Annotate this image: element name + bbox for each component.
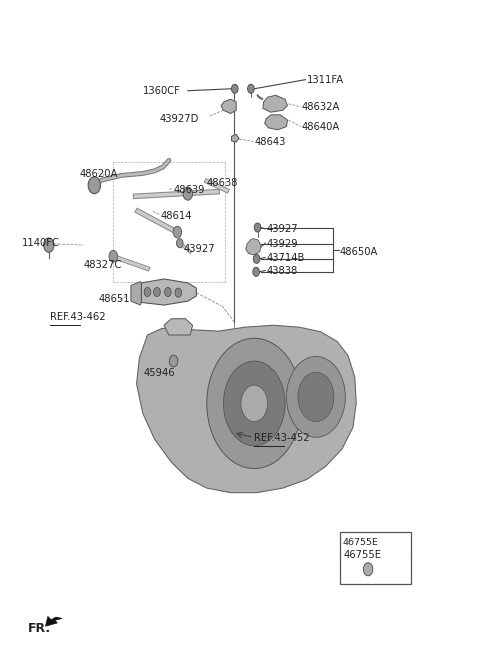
Circle shape <box>44 238 54 252</box>
Circle shape <box>144 288 151 296</box>
Circle shape <box>183 187 192 200</box>
Text: 43927: 43927 <box>266 225 298 235</box>
Text: 48632A: 48632A <box>301 102 340 112</box>
Text: 48640A: 48640A <box>301 122 340 131</box>
Text: 43927: 43927 <box>184 244 216 254</box>
Circle shape <box>231 84 238 93</box>
Circle shape <box>169 355 178 367</box>
Circle shape <box>287 357 345 438</box>
Circle shape <box>253 267 260 277</box>
Circle shape <box>241 385 267 422</box>
Text: 43838: 43838 <box>266 266 297 276</box>
Text: 48620A: 48620A <box>80 169 118 179</box>
Polygon shape <box>141 279 196 305</box>
Text: 48638: 48638 <box>207 177 238 188</box>
Circle shape <box>175 288 181 297</box>
Circle shape <box>109 250 118 262</box>
Text: 1140FC: 1140FC <box>22 238 60 248</box>
Text: 45946: 45946 <box>143 368 175 378</box>
Polygon shape <box>131 282 141 305</box>
Circle shape <box>88 177 100 194</box>
Text: 48327C: 48327C <box>84 260 122 269</box>
Bar <box>340 532 411 584</box>
Text: 48651: 48651 <box>98 294 130 304</box>
Circle shape <box>223 361 285 445</box>
Text: 43714B: 43714B <box>266 253 304 263</box>
Text: REF.43-452: REF.43-452 <box>254 433 310 443</box>
Polygon shape <box>221 99 236 114</box>
Text: 46755E: 46755E <box>343 549 382 560</box>
Circle shape <box>248 84 254 93</box>
Circle shape <box>177 238 183 248</box>
Text: 48643: 48643 <box>254 137 286 147</box>
Polygon shape <box>137 325 356 493</box>
Text: 1360CF: 1360CF <box>143 86 180 97</box>
Polygon shape <box>264 115 288 130</box>
Text: 48639: 48639 <box>174 185 205 195</box>
Text: 1311FA: 1311FA <box>306 75 344 85</box>
Text: 48650A: 48650A <box>340 246 378 257</box>
Circle shape <box>363 563 373 576</box>
Polygon shape <box>246 238 261 255</box>
Text: 43929: 43929 <box>266 238 298 249</box>
Circle shape <box>298 372 334 422</box>
Polygon shape <box>231 135 239 142</box>
Circle shape <box>173 226 181 238</box>
Polygon shape <box>164 319 192 335</box>
Text: FR.: FR. <box>27 622 50 635</box>
Circle shape <box>253 254 260 263</box>
Text: 43927D: 43927D <box>159 114 199 124</box>
Text: REF.43-462: REF.43-462 <box>50 313 106 323</box>
Circle shape <box>154 288 160 296</box>
Polygon shape <box>46 616 62 626</box>
Circle shape <box>254 223 261 232</box>
Circle shape <box>207 338 301 468</box>
Text: 46755E: 46755E <box>342 537 378 547</box>
Circle shape <box>165 288 171 296</box>
Polygon shape <box>263 95 288 112</box>
Text: 48614: 48614 <box>160 212 192 221</box>
